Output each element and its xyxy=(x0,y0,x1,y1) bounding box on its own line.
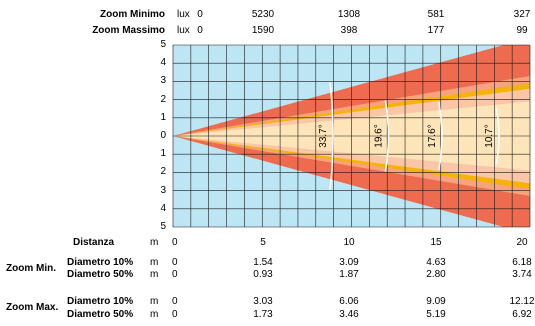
zoom-min-d10-15: 4.63 xyxy=(426,257,446,268)
zoom-min-d10-unit: m xyxy=(150,257,159,268)
zoom-max-d50-unit: m xyxy=(150,309,159,320)
zoom-max-lux-0: 0 xyxy=(197,25,203,36)
angle-arcs xyxy=(329,82,500,190)
zoom-min-lux-10: 1308 xyxy=(337,9,361,20)
zoom-min-lux-20: 327 xyxy=(513,9,531,20)
zoom-max-lux-5: 1590 xyxy=(251,25,275,36)
zoom-min-d10-label: Diametro 10% xyxy=(67,257,134,268)
zoom-max-d10-unit: m xyxy=(150,296,159,307)
distance-label: Distanza xyxy=(73,237,115,248)
zoom-max-label: Zoom Max. xyxy=(6,302,59,313)
zoom-min-d50-0: 0 xyxy=(172,269,178,280)
zoom-max-lux-20: 99 xyxy=(516,25,528,36)
zoom-min-d50-label: Diametro 50% xyxy=(67,269,134,280)
zoom-min-d10-5: 1.54 xyxy=(253,257,273,268)
angle-label: 33.7° xyxy=(318,124,329,147)
distance-0: 0 xyxy=(172,237,178,248)
zoom-min-lux-unit: lux xyxy=(177,9,190,20)
zoom-max-d10-5: 3.03 xyxy=(253,296,273,307)
zoom-max-d50-15: 5.19 xyxy=(426,309,446,320)
zoom-max-d10-label: Diametro 10% xyxy=(67,296,134,307)
angle-arc xyxy=(384,100,390,172)
zoom-max-d50-5: 1.73 xyxy=(253,309,273,320)
zoom-min-lux-15: 581 xyxy=(427,9,445,20)
zoom-min-d50-5: 0.93 xyxy=(253,269,273,280)
zoom-max-d10-15: 9.09 xyxy=(426,296,446,307)
angle-arc xyxy=(329,82,334,190)
zoom-min-d10-20: 6.18 xyxy=(512,257,532,268)
zoom-min-d50-15: 2.80 xyxy=(426,269,446,280)
distance-unit: m xyxy=(150,237,159,248)
angle-label: 10.7° xyxy=(484,124,495,147)
angle-arc xyxy=(438,102,443,170)
y-tick-bottom: 4 xyxy=(160,202,166,214)
zoom-max-d10-0: 0 xyxy=(172,296,178,307)
distance-10: 10 xyxy=(343,237,355,248)
y-tick-top: 5 xyxy=(160,39,166,50)
zoom-min-d10-10: 3.09 xyxy=(339,257,359,268)
zoom-max-lux-10: 398 xyxy=(340,25,358,36)
zoom-max-lux-label: Zoom Massimo xyxy=(92,25,165,36)
zoom-max-d10-20: 12.12 xyxy=(509,296,535,307)
zoom-min-lux-label: Zoom Minimo xyxy=(100,9,165,20)
zoom-min-d50-unit: m xyxy=(150,269,159,280)
zoom-max-lux-15: 177 xyxy=(427,25,445,36)
distance-15: 15 xyxy=(430,237,442,248)
y-tick-top: 1 xyxy=(160,111,166,123)
zoom-min-lux-0: 0 xyxy=(197,9,203,20)
y-tick-top: 0 xyxy=(160,130,166,141)
angle-label: 19.6° xyxy=(373,124,384,147)
angle-arc xyxy=(495,107,500,165)
zoom-min-lux-5: 5230 xyxy=(251,9,275,20)
angle-label: 17.6° xyxy=(427,124,438,147)
zoom-max-d50-10: 3.46 xyxy=(339,309,359,320)
y-tick-top: 2 xyxy=(160,93,166,105)
zoom-max-d10-10: 6.06 xyxy=(339,296,359,307)
y-tick-bottom: 2 xyxy=(160,166,166,178)
zoom-max-d50-20: 6.92 xyxy=(512,309,532,320)
zoom-min-d50-20: 3.74 xyxy=(512,269,532,280)
distance-5: 5 xyxy=(260,237,266,248)
y-tick-bottom: 3 xyxy=(160,184,166,196)
zoom-max-lux-unit: lux xyxy=(177,25,190,36)
distance-20: 20 xyxy=(516,237,528,248)
y-tick-top: 3 xyxy=(160,75,166,87)
angle-labels: 33.7° 19.6° 17.6° 10.7° xyxy=(318,124,495,147)
y-tick-bottom: 1 xyxy=(160,148,166,160)
y-tick-top: 4 xyxy=(160,57,166,69)
zoom-min-d50-10: 1.87 xyxy=(339,269,359,280)
grid-lines xyxy=(172,44,531,228)
y-tick-bottom: 5 xyxy=(160,221,166,232)
zoom-max-d50-0: 0 xyxy=(172,309,178,320)
zoom-min-label: Zoom Min. xyxy=(6,263,56,274)
zoom-min-d10-0: 0 xyxy=(172,257,178,268)
zoom-max-d50-label: Diametro 50% xyxy=(67,309,134,320)
